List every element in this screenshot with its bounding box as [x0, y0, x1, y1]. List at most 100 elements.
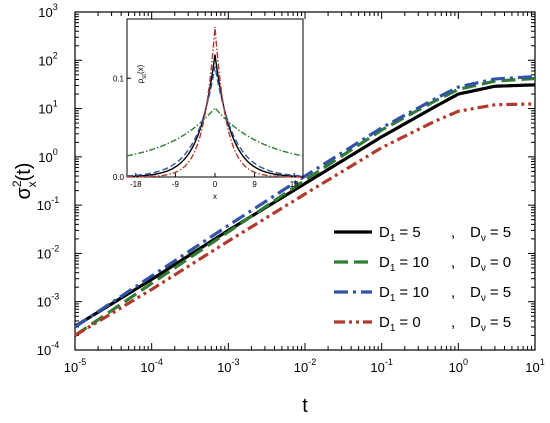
x-tick-label: 10-1 — [370, 357, 392, 375]
legend-dv-base: D — [470, 314, 481, 331]
inset-x-tick-label: -18 — [130, 180, 142, 189]
legend-d1-base: D — [379, 314, 390, 331]
legend-separator: , — [451, 314, 455, 331]
y-title-tail: (t) — [13, 163, 35, 182]
legend-label-d1: D1 = 10 — [379, 254, 429, 274]
legend-d1-sub: 1 — [390, 263, 396, 274]
series-line-3 — [74, 74, 536, 329]
inset-y-tick-label: 0.0 — [113, 173, 125, 182]
y-tick-label: 100 — [38, 147, 57, 165]
inset-y-title-tail: (x) — [136, 64, 145, 74]
x-tick-exp: -1 — [385, 357, 393, 367]
legend-dv-base: D — [470, 254, 481, 271]
inset-series-line-3 — [126, 66, 304, 177]
series-line-4 — [74, 102, 536, 337]
inset-series-line-2 — [126, 106, 304, 157]
x-tick-label: 100 — [449, 357, 468, 375]
main-plot: 10-5 10-4 10-3 10-2 10-1 100 10110-410-310-210… — [10, 2, 545, 417]
series-line-2 — [74, 76, 536, 337]
x-tick-label: 10-4 — [140, 357, 162, 375]
legend: D1 = 5, Dν = 5D1 = 10, Dν = 0D1 = 10, Dν = 5D1 = 0… — [334, 224, 511, 334]
y-tick-label: 103 — [38, 2, 57, 20]
y-tick-label: 101 — [38, 99, 57, 117]
y-tick-base: 10 — [38, 102, 52, 117]
inset-series-line-4 — [127, 26, 303, 178]
legend-label-dv: Dν = 0 — [470, 254, 511, 274]
legend-label-dv: Dν = 5 — [470, 284, 511, 304]
x-tick-base: 10 — [370, 360, 384, 375]
y-tick-label: 10-4 — [37, 340, 59, 358]
y-tick-base: 10 — [37, 246, 51, 261]
x-tick-base: 10 — [64, 360, 78, 375]
legend-d1-sub: 1 — [390, 323, 396, 334]
legend-separator: , — [451, 224, 455, 241]
y-tick-exp: 2 — [53, 50, 58, 60]
legend-dv-sub: ν — [481, 323, 486, 334]
y-tick-exp: -4 — [51, 340, 59, 350]
inset-plot: -18 -9 0 9 18 0.0 0.1 x ρst(x) — [113, 18, 304, 201]
legend-d1-base: D — [379, 254, 390, 271]
y-axis-title: σ2x(t) — [10, 163, 39, 200]
inset-x-tick-label: 18 — [290, 180, 299, 189]
x-tick-base: 10 — [217, 360, 231, 375]
legend-label-dv: Dν = 5 — [470, 314, 511, 334]
legend-d1-value: = 0 — [399, 314, 420, 331]
legend-label-dv: Dν = 5 — [470, 224, 511, 244]
y-tick-label: 102 — [38, 50, 57, 68]
legend-label-d1: D1 = 5 — [379, 224, 421, 244]
y-tick-exp: 0 — [53, 147, 58, 157]
inset-frame — [126, 18, 304, 178]
legend-dv-base: D — [470, 224, 481, 241]
inset-y-axis-title: ρst(x) — [136, 64, 148, 83]
y-tick-exp: 3 — [53, 2, 58, 12]
inset-series-line-1 — [126, 54, 304, 178]
inset-x-tick-label: -9 — [172, 180, 180, 189]
x-tick-label: 101 — [525, 357, 544, 375]
x-tick-label: 10-3 — [217, 357, 239, 375]
legend-d1-sub: 1 — [390, 293, 396, 304]
x-tick-exp: -3 — [232, 357, 240, 367]
x-tick-base: 10 — [294, 360, 308, 375]
y-tick-exp: 1 — [53, 99, 58, 109]
y-tick-base: 10 — [38, 150, 52, 165]
y-tick-label: 10-1 — [37, 195, 59, 213]
inset-x-tick-label: 0 — [213, 180, 218, 189]
inset-y-tick-label: 0.1 — [113, 74, 125, 83]
y-tick-exp: -1 — [51, 195, 59, 205]
legend-dv-sub: ν — [481, 263, 486, 274]
y-title-sup: 2 — [10, 180, 24, 187]
y-tick-exp: -2 — [51, 243, 59, 253]
x-tick-exp: 1 — [540, 357, 545, 367]
inset-y-title-base: ρ — [136, 78, 145, 83]
x-tick-label: 10-5 — [64, 357, 86, 375]
x-tick-exp: -4 — [155, 357, 163, 367]
legend-d1-base: D — [379, 224, 390, 241]
legend-dv-value: = 5 — [490, 314, 511, 331]
x-tick-exp: 0 — [463, 357, 468, 367]
legend-d1-value: = 5 — [399, 224, 420, 241]
y-tick-base: 10 — [37, 295, 51, 310]
x-tick-exp: -2 — [308, 357, 316, 367]
x-tick-base: 10 — [525, 360, 539, 375]
legend-separator: , — [451, 284, 455, 301]
legend-d1-value: = 10 — [399, 284, 429, 301]
legend-dv-value: = 5 — [490, 224, 511, 241]
legend-separator: , — [451, 254, 455, 271]
y-tick-exp: -3 — [51, 292, 59, 302]
legend-label-d1: D1 = 10 — [379, 284, 429, 304]
y-tick-base: 10 — [38, 53, 52, 68]
x-tick-base: 10 — [449, 360, 463, 375]
x-axis-title: t — [302, 395, 308, 417]
y-tick-base: 10 — [38, 5, 52, 20]
legend-d1-base: D — [379, 284, 390, 301]
y-title-base: σ — [13, 186, 35, 199]
legend-dv-sub: ν — [481, 233, 486, 244]
inset-x-tick-label: 9 — [252, 180, 257, 189]
legend-label-d1: D1 = 0 — [379, 314, 421, 334]
x-tick-label: 10-2 — [294, 357, 316, 375]
legend-d1-sub: 1 — [390, 233, 396, 244]
series-line-1 — [74, 83, 536, 328]
legend-dv-base: D — [470, 284, 481, 301]
x-tick-exp: -5 — [78, 357, 86, 367]
